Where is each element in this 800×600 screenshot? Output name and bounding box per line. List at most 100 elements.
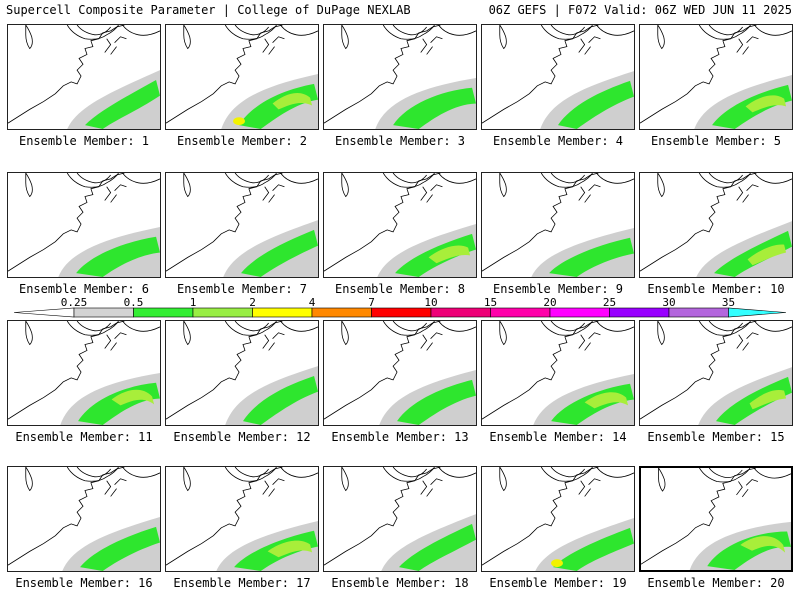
- scp-contour: [714, 230, 792, 277]
- bay-outline: [736, 332, 759, 351]
- great-lakes-outline: [224, 321, 318, 336]
- great-lakes-outline: [382, 25, 476, 40]
- ensemble-member-label: Ensemble Member: 6: [18, 282, 150, 296]
- ensemble-member-panel[interactable]: [481, 320, 635, 426]
- scp-contour: [241, 229, 318, 277]
- colorbar-tick-label: 0.25: [61, 296, 88, 309]
- bay-outline: [736, 184, 759, 203]
- great-lakes-outline: [224, 173, 318, 188]
- scp-contour: [242, 375, 318, 425]
- ensemble-member-label: Ensemble Member: 13: [331, 430, 469, 444]
- lake-michigan-outline: [499, 173, 507, 198]
- scp-contour: [267, 540, 313, 558]
- ensemble-member-panel[interactable]: [639, 172, 793, 278]
- lake-michigan-outline: [183, 25, 191, 50]
- ensemble-member-label: Ensemble Member: 11: [15, 430, 153, 444]
- bay-outline: [736, 479, 759, 498]
- colorbar-segment: [73, 307, 134, 318]
- colorbar-tick-label: 35: [722, 296, 735, 309]
- ensemble-member-label: Ensemble Member: 5: [650, 134, 782, 148]
- ensemble-member-panel[interactable]: [165, 466, 319, 572]
- scp-contour: [80, 526, 160, 571]
- scp-contour: [698, 367, 792, 425]
- scp-contour: [740, 536, 786, 553]
- ensemble-member-label: Ensemble Member: 20: [647, 576, 785, 590]
- lake-michigan-outline: [657, 25, 665, 50]
- scp-contour: [399, 523, 476, 571]
- lake-michigan-outline: [499, 467, 507, 492]
- lake-michigan-outline: [183, 321, 191, 346]
- bay-outline: [578, 184, 601, 203]
- ensemble-member-panel[interactable]: [481, 172, 635, 278]
- scp-contour: [549, 237, 634, 277]
- lake-michigan-outline: [341, 467, 349, 492]
- scp-contour: [558, 80, 634, 129]
- ensemble-member-panel[interactable]: [639, 320, 793, 426]
- great-lakes-outline: [540, 25, 634, 40]
- ensemble-member-panel[interactable]: [165, 172, 319, 278]
- colorbar-segment: [192, 307, 253, 318]
- ensemble-member-label: Ensemble Member: 14: [489, 430, 627, 444]
- ensemble-member-label: Ensemble Member: 1: [18, 134, 150, 148]
- ensemble-member-panel[interactable]: [7, 466, 161, 572]
- scp-contour: [745, 95, 787, 113]
- ensemble-member-label: Ensemble Member: 17: [173, 576, 311, 590]
- colorbar-tick-label: 25: [603, 296, 616, 309]
- ensemble-member-panel[interactable]: [639, 24, 793, 130]
- lake-michigan-outline: [25, 25, 33, 50]
- lake-michigan-outline: [341, 321, 349, 346]
- scp-contour: [111, 389, 155, 406]
- ensemble-member-panel[interactable]: [165, 320, 319, 426]
- scp-contour: [381, 514, 476, 571]
- great-lakes-outline: [66, 321, 160, 336]
- bay-outline: [262, 36, 285, 55]
- great-lakes-outline: [540, 173, 634, 188]
- bay-outline: [578, 478, 601, 497]
- scp-contour: [551, 559, 563, 568]
- ensemble-member-label: Ensemble Member: 10: [647, 282, 785, 296]
- scp-contour: [393, 87, 476, 129]
- scp-contour: [584, 392, 629, 409]
- ensemble-member-panel[interactable]: [7, 172, 161, 278]
- color-scale-bar: 0.25 0.5 1 2 4 7 10 15 20 25 30 35: [14, 296, 786, 318]
- scp-contour: [749, 390, 787, 410]
- ensemble-member-panel[interactable]: [165, 24, 319, 130]
- bay-outline: [578, 36, 601, 55]
- bay-outline: [420, 332, 443, 351]
- scp-contour: [747, 244, 787, 266]
- colorbar-segment: [549, 307, 610, 318]
- great-lakes-outline: [699, 468, 791, 483]
- bay-outline: [578, 332, 601, 351]
- colorbar-tick-label: 30: [662, 296, 675, 309]
- valid-time: 06Z GEFS | F072 Valid: 06Z WED JUN 11 20…: [488, 3, 792, 17]
- colorbar-tick-label: 10: [424, 296, 437, 309]
- scp-contour: [531, 227, 634, 277]
- scp-contour: [84, 79, 160, 129]
- lake-michigan-outline: [657, 321, 665, 346]
- bay-outline: [262, 332, 285, 351]
- ensemble-member-panel[interactable]: [323, 24, 477, 130]
- ensemble-member-label: Ensemble Member: 8: [334, 282, 466, 296]
- ensemble-member-panel[interactable]: [7, 320, 161, 426]
- lake-michigan-outline: [658, 468, 666, 492]
- ensemble-member-panel[interactable]: [7, 24, 161, 130]
- colorbar-segment: [133, 307, 194, 318]
- colorbar-segment: [728, 307, 786, 318]
- lake-michigan-outline: [657, 173, 665, 198]
- ensemble-member-label: Ensemble Member: 12: [173, 430, 311, 444]
- ensemble-member-label: Ensemble Member: 16: [15, 576, 153, 590]
- ensemble-member-panel[interactable]: [639, 466, 793, 572]
- great-lakes-outline: [66, 173, 160, 188]
- ensemble-member-panel[interactable]: [323, 466, 477, 572]
- great-lakes-outline: [698, 321, 792, 336]
- great-lakes-outline: [382, 467, 476, 482]
- ensemble-member-panel[interactable]: [323, 320, 477, 426]
- ensemble-member-panel[interactable]: [481, 466, 635, 572]
- scp-contour: [553, 527, 634, 571]
- colorbar-segment: [430, 307, 491, 318]
- scp-contour: [76, 236, 160, 277]
- ensemble-member-panel[interactable]: [323, 172, 477, 278]
- ensemble-member-label: Ensemble Member: 19: [489, 576, 627, 590]
- ensemble-member-panel[interactable]: [481, 24, 635, 130]
- great-lakes-outline: [382, 173, 476, 188]
